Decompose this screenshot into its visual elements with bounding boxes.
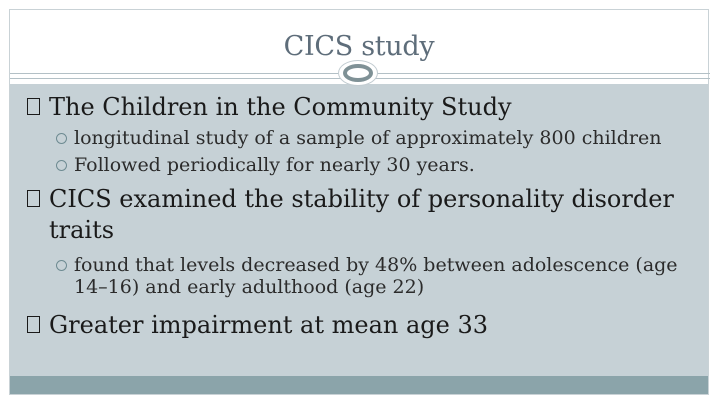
slide-frame (9, 9, 709, 395)
sub-bullet-text: found that levels decreased by 48% betwe… (74, 254, 678, 298)
bullet-list: The Children in the Community Study long… (24, 92, 704, 341)
slide-title: CICS study (283, 31, 435, 62)
divider-ornament-ring (343, 64, 373, 82)
sub-bullet-text: longitudinal study of a sample of approx… (74, 127, 662, 149)
bullet-item: CICS examined the stability of personali… (24, 184, 704, 246)
bullet-text: Greater impairment at mean age 33 (49, 311, 489, 339)
bullet-item: The Children in the Community Study (24, 92, 704, 123)
bullet-item: Greater impairment at mean age 33 (24, 310, 704, 341)
footer-bar (10, 376, 708, 394)
square-bullet-icon (24, 92, 49, 123)
circle-bullet-icon (54, 127, 74, 149)
sub-bullet-text: Followed periodically for nearly 30 year… (74, 154, 475, 176)
content-panel (10, 84, 708, 376)
sub-bullet-item: Followed periodically for nearly 30 year… (54, 154, 694, 176)
bullet-text: CICS examined the stability of personali… (49, 185, 674, 244)
square-bullet-icon (24, 310, 49, 341)
bullet-text: The Children in the Community Study (49, 93, 512, 121)
circle-bullet-icon (54, 254, 74, 276)
circle-bullet-icon (54, 154, 74, 176)
sub-bullet-item: found that levels decreased by 48% betwe… (54, 254, 694, 298)
sub-bullet-item: longitudinal study of a sample of approx… (54, 127, 694, 149)
square-bullet-icon (24, 184, 49, 215)
